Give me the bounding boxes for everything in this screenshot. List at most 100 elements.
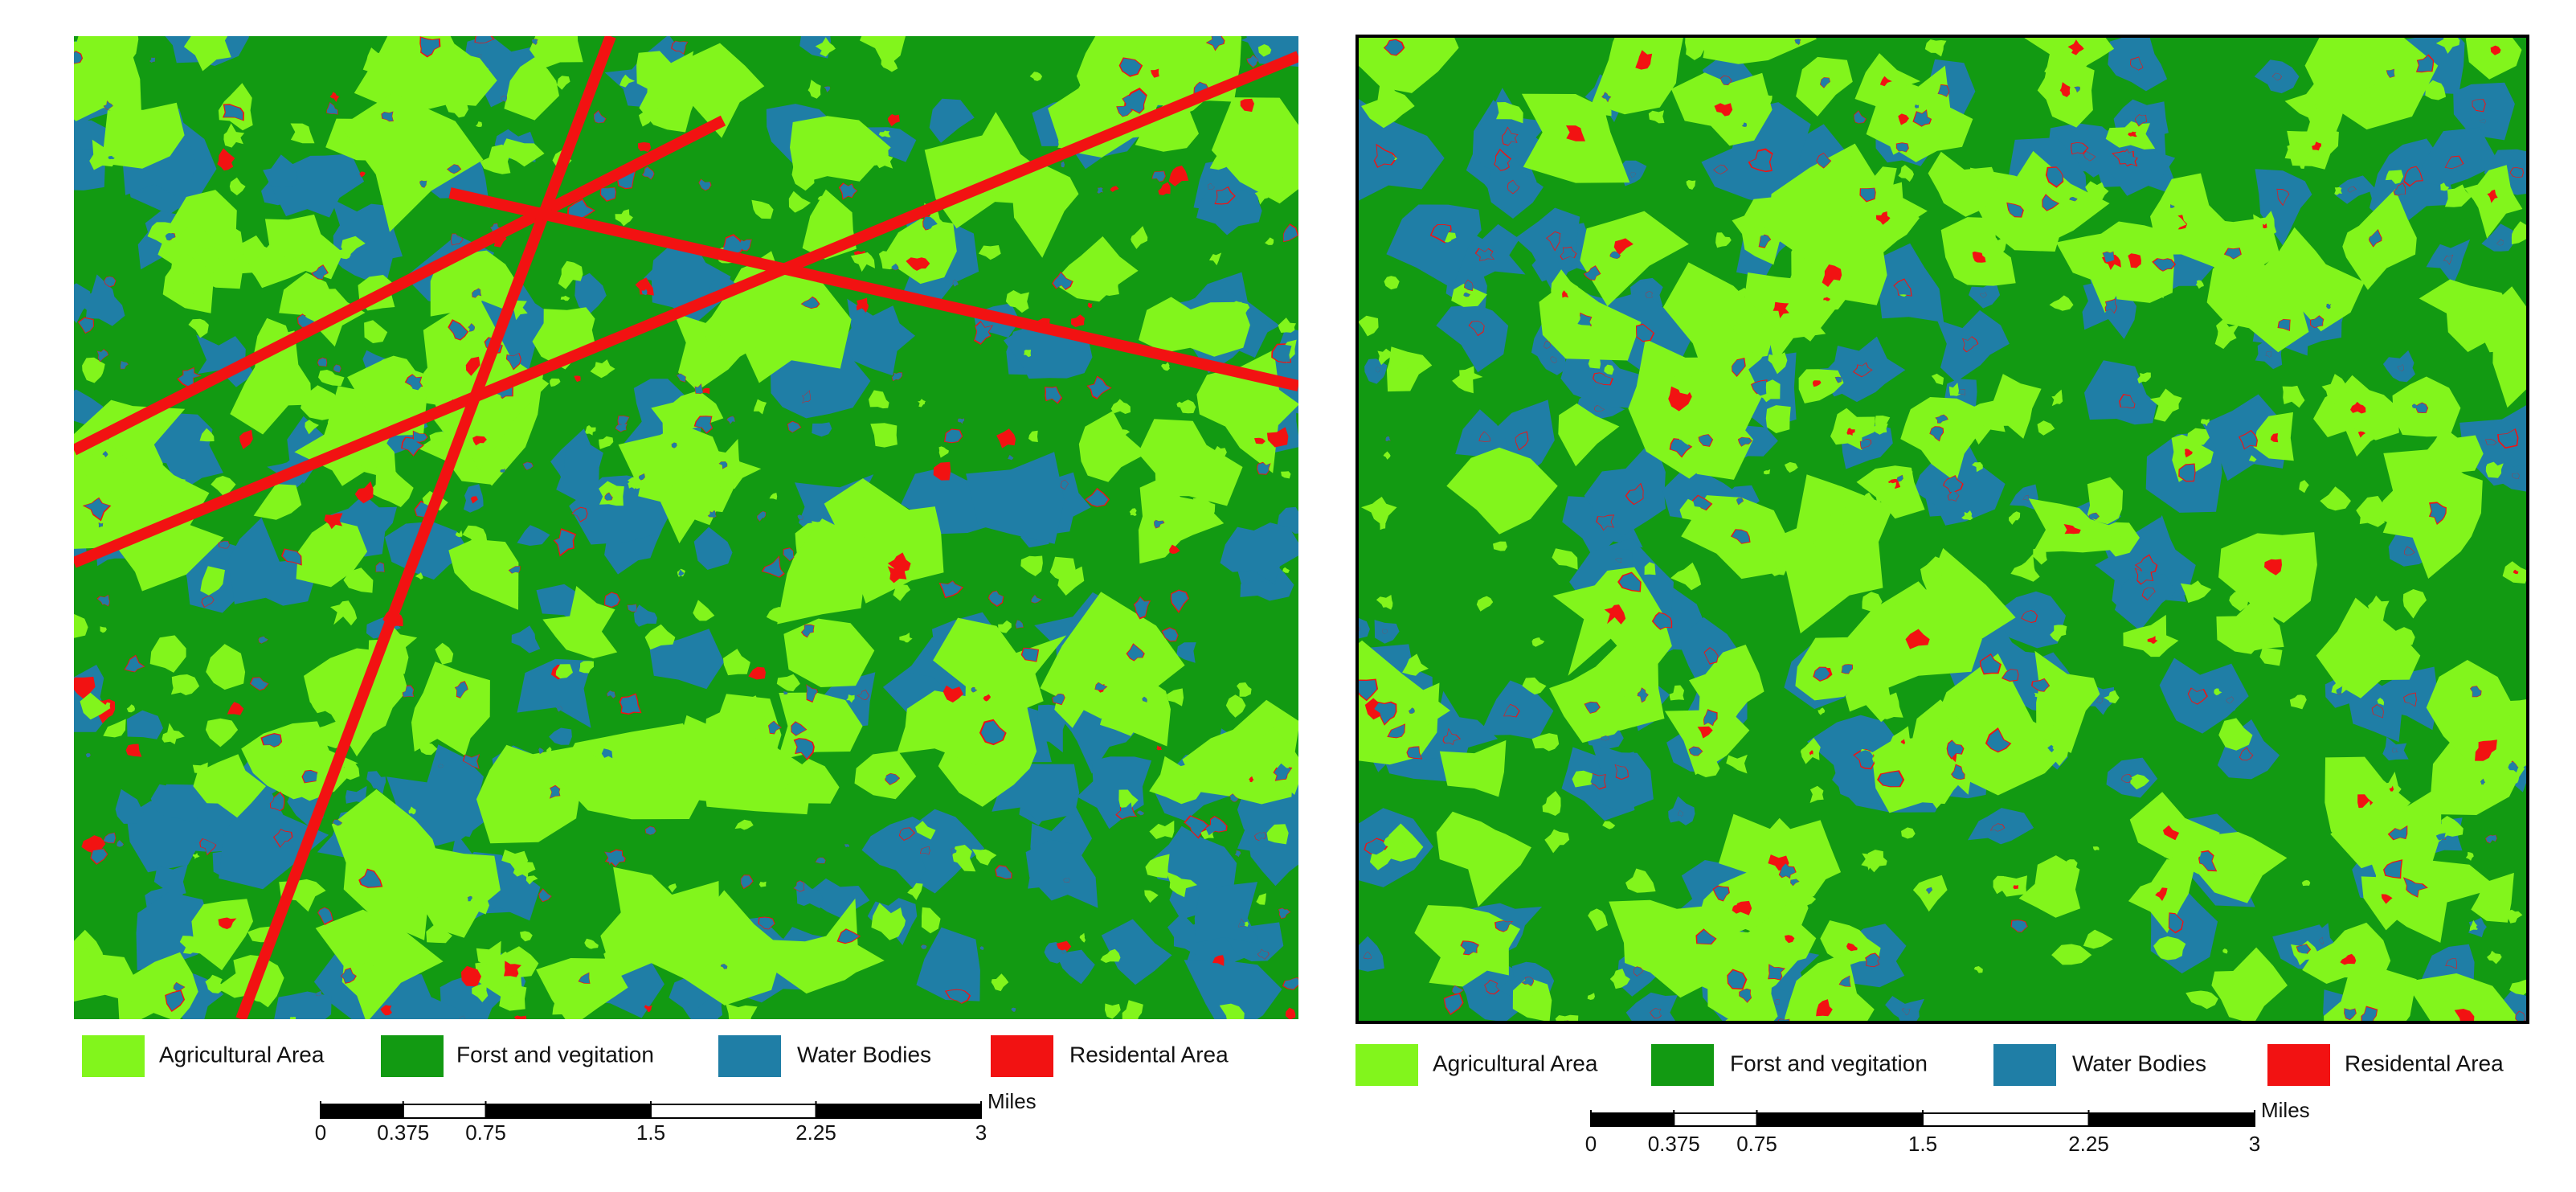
land-patch xyxy=(568,199,594,219)
land-patch xyxy=(1207,36,1225,50)
land-patch xyxy=(354,481,374,504)
land-patch xyxy=(2464,165,2523,239)
land-patch xyxy=(1842,664,1853,674)
land-patch xyxy=(430,250,517,317)
land-patch xyxy=(2476,924,2480,929)
land-patch xyxy=(506,353,521,369)
land-patch xyxy=(1816,999,1833,1017)
land-patch xyxy=(2009,511,2021,525)
land-patch xyxy=(1125,89,1147,113)
land-patch xyxy=(1377,348,1392,366)
land-patch xyxy=(2071,142,2087,154)
land-patch xyxy=(2096,698,2103,704)
land-patch xyxy=(1703,36,1818,64)
land-patch xyxy=(269,228,288,254)
land-patch xyxy=(1711,317,1737,344)
land-patch xyxy=(1247,117,1256,124)
land-patch xyxy=(1168,166,1189,186)
land-patch xyxy=(1670,373,1693,395)
land-patch xyxy=(321,403,334,412)
land-patch xyxy=(1238,919,1245,928)
land-patch xyxy=(1220,522,1298,584)
land-patch xyxy=(2516,1011,2525,1022)
land-patch xyxy=(636,51,694,107)
land-patch xyxy=(1952,178,1969,193)
land-patch xyxy=(2377,698,2385,706)
land-patch xyxy=(1455,409,1507,457)
land-patch xyxy=(188,318,209,338)
land-patch xyxy=(791,722,806,735)
land-patch xyxy=(2476,52,2492,70)
land-patch xyxy=(708,510,717,518)
land-patch xyxy=(1061,949,1067,954)
land-patch xyxy=(751,199,774,219)
land-patch xyxy=(408,806,416,815)
land-patch xyxy=(104,833,116,843)
land-patch xyxy=(1588,357,1601,369)
land-patch xyxy=(542,586,618,659)
land-patch xyxy=(1577,420,1593,436)
land-patch xyxy=(590,359,615,379)
land-patch xyxy=(1813,380,1822,387)
land-patch xyxy=(2022,610,2037,622)
land-patch xyxy=(2425,80,2447,100)
land-patch xyxy=(958,418,964,424)
land-patch xyxy=(179,936,204,954)
land-patch xyxy=(641,289,648,295)
land-patch xyxy=(2179,464,2195,481)
land-patch xyxy=(1088,377,1110,398)
land-patch xyxy=(1031,595,1041,603)
land-patch xyxy=(723,236,743,255)
land-patch xyxy=(1364,952,1372,959)
land-patch xyxy=(1209,153,1234,170)
land-patch xyxy=(2445,156,2463,169)
land-patch xyxy=(2069,197,2078,202)
land-patch xyxy=(1980,292,1987,298)
land-patch xyxy=(1361,497,1397,527)
land-patch xyxy=(1056,940,1072,952)
land-patch xyxy=(1800,749,1808,758)
land-patch xyxy=(1139,297,1250,357)
land-patch xyxy=(1470,855,1478,862)
land-patch xyxy=(1493,541,1507,551)
land-patch xyxy=(672,41,688,54)
land-patch xyxy=(695,383,704,394)
land-patch xyxy=(951,848,957,854)
land-patch xyxy=(2034,692,2041,698)
land-patch xyxy=(1382,834,1400,848)
land-patch xyxy=(966,452,1065,544)
land-patch xyxy=(991,973,1009,992)
land-use-map xyxy=(1357,36,2528,1022)
land-patch xyxy=(1580,211,1689,307)
land-patch xyxy=(318,370,345,387)
land-patch xyxy=(100,626,107,633)
land-patch xyxy=(1117,105,1132,117)
land-patch xyxy=(1948,491,1959,502)
land-patch xyxy=(1635,50,1653,70)
land-patch xyxy=(978,245,1001,260)
land-patch xyxy=(2350,401,2366,414)
land-patch xyxy=(1774,999,1780,1005)
land-patch xyxy=(1122,1000,1143,1019)
land-patch xyxy=(1584,702,1600,714)
land-patch xyxy=(940,581,963,597)
land-patch xyxy=(741,875,753,888)
land-patch xyxy=(2487,950,2502,965)
land-patch xyxy=(2130,774,2150,790)
land-patch xyxy=(1732,898,1740,906)
land-patch xyxy=(2271,595,2285,606)
land-patch xyxy=(1669,685,1685,701)
land-patch xyxy=(1830,506,1851,526)
land-patch xyxy=(734,819,754,830)
land-patch xyxy=(1646,291,1653,298)
land-patch xyxy=(861,817,934,891)
land-patch xyxy=(1846,943,1858,952)
land-patch xyxy=(1079,932,1086,943)
land-patch xyxy=(866,127,917,162)
land-patch xyxy=(2357,93,2374,106)
land-patch xyxy=(1547,231,1560,250)
land-patch xyxy=(996,428,1016,449)
land-patch xyxy=(2259,647,2283,666)
land-patch xyxy=(1028,430,1038,442)
